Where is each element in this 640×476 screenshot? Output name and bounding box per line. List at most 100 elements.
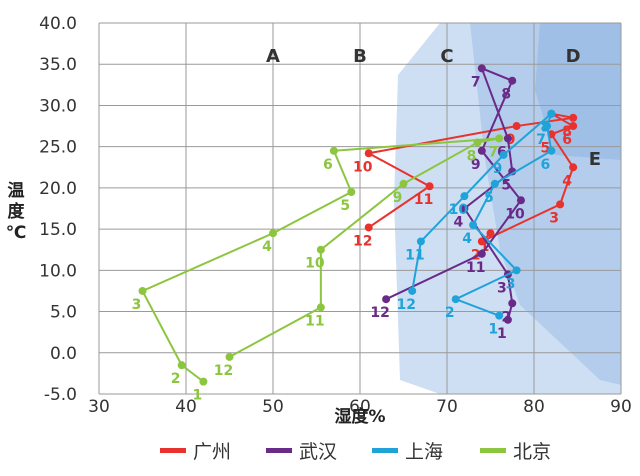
month-label: 2 — [471, 247, 481, 263]
data-point[interactable] — [460, 192, 469, 201]
legend-item[interactable]: 广州 — [160, 441, 231, 463]
data-point[interactable] — [547, 109, 556, 118]
data-point[interactable] — [569, 163, 578, 172]
axes: 30 40 50 60 70 80 90 -5.0 0.0 5.0 10.0 15.0 20.0 25.0… — [6, 14, 632, 427]
data-point[interactable] — [516, 196, 525, 205]
zone-label-a: A — [266, 46, 280, 67]
data-point[interactable] — [556, 200, 565, 209]
month-label: 8 — [467, 149, 477, 165]
data-point[interactable] — [486, 229, 495, 238]
data-point[interactable] — [316, 245, 325, 254]
y-tick-label: 40.0 — [39, 14, 77, 34]
data-point[interactable] — [569, 122, 578, 131]
data-point[interactable] — [543, 122, 552, 131]
month-label: 12 — [396, 297, 415, 313]
data-point[interactable] — [499, 150, 508, 159]
month-label: 11 — [414, 192, 433, 208]
month-label: 9 — [393, 190, 403, 206]
month-label: 3 — [132, 297, 142, 313]
series: 1234567891011121234567891011121234567891… — [132, 64, 578, 404]
y-tick-label: 35.0 — [39, 55, 77, 75]
month-label: 6 — [541, 157, 551, 173]
month-label: 1 — [497, 326, 507, 342]
data-point[interactable] — [495, 134, 504, 143]
month-label: 3 — [497, 280, 507, 296]
series-line — [365, 112, 576, 243]
legend-label: 武汉 — [299, 441, 337, 463]
y-tick-label: 25.0 — [39, 138, 77, 158]
month-label: 4 — [454, 215, 464, 231]
month-label: 9 — [493, 161, 503, 177]
x-axis-title: 湿度% — [334, 406, 385, 427]
month-label: 10 — [449, 202, 469, 218]
month-label: 1 — [193, 388, 203, 404]
data-point[interactable] — [451, 295, 460, 304]
month-label: 11 — [305, 313, 324, 329]
month-label: 10 — [305, 256, 325, 272]
data-point[interactable] — [460, 204, 469, 213]
month-label: 6 — [323, 157, 333, 173]
y-tick-label: 20.0 — [39, 179, 77, 199]
data-point[interactable] — [547, 146, 556, 155]
data-point[interactable] — [503, 134, 512, 143]
data-point[interactable] — [512, 122, 521, 131]
legend-item[interactable]: 北京 — [480, 441, 551, 463]
data-point[interactable] — [177, 361, 186, 370]
grid — [98, 22, 622, 395]
x-tick-label: 40 — [175, 397, 197, 417]
data-point[interactable] — [508, 76, 517, 85]
data-point[interactable] — [490, 179, 499, 188]
data-point[interactable] — [425, 182, 434, 191]
y-tick-label: 0.0 — [50, 344, 77, 364]
legend[interactable]: 广州 武汉 上海 北京 — [160, 441, 551, 463]
data-point[interactable] — [408, 286, 417, 295]
data-point[interactable] — [569, 113, 578, 122]
legend-label: 上海 — [405, 441, 443, 463]
data-point[interactable] — [138, 286, 147, 295]
data-point[interactable] — [508, 299, 517, 308]
data-point[interactable] — [477, 64, 486, 73]
month-label: 10 — [505, 206, 525, 222]
data-point[interactable] — [347, 188, 356, 197]
legend-item[interactable]: 上海 — [372, 441, 443, 463]
legend-swatch — [160, 448, 186, 453]
month-label: 7 — [471, 74, 481, 90]
data-point[interactable] — [469, 220, 478, 229]
legend-swatch — [372, 448, 398, 453]
data-point[interactable] — [199, 377, 208, 386]
data-point[interactable] — [495, 311, 504, 320]
month-label: 2 — [445, 305, 455, 321]
data-point[interactable] — [225, 352, 234, 361]
data-point[interactable] — [364, 223, 373, 232]
data-point[interactable] — [477, 146, 486, 155]
data-point[interactable] — [269, 229, 277, 238]
month-label: 8 — [541, 120, 551, 136]
y-tick-label: 30.0 — [39, 96, 77, 116]
zone-label-b: B — [353, 46, 367, 67]
month-label: 12 — [214, 363, 233, 379]
month-label: 11 — [405, 247, 424, 263]
month-label: 2 — [501, 309, 511, 325]
data-point[interactable] — [477, 249, 486, 258]
month-label: 8 — [562, 124, 572, 140]
series-line — [141, 137, 500, 383]
data-point[interactable] — [399, 179, 408, 188]
data-point[interactable] — [512, 266, 521, 275]
legend-label: 广州 — [193, 441, 231, 463]
data-point[interactable] — [503, 315, 512, 324]
data-point[interactable] — [364, 149, 373, 158]
legend-item[interactable]: 武汉 — [266, 441, 337, 463]
data-point[interactable] — [329, 146, 338, 155]
data-point[interactable] — [473, 138, 482, 147]
data-point[interactable] — [382, 295, 391, 304]
month-label: 3 — [549, 210, 559, 226]
data-point[interactable] — [316, 303, 325, 312]
month-label: 9 — [471, 157, 481, 173]
data-point[interactable] — [416, 237, 425, 246]
x-tick-label: 30 — [88, 397, 110, 417]
x-tick-label: 60 — [349, 397, 371, 417]
y-axis-title-char: ℃ — [6, 223, 27, 243]
